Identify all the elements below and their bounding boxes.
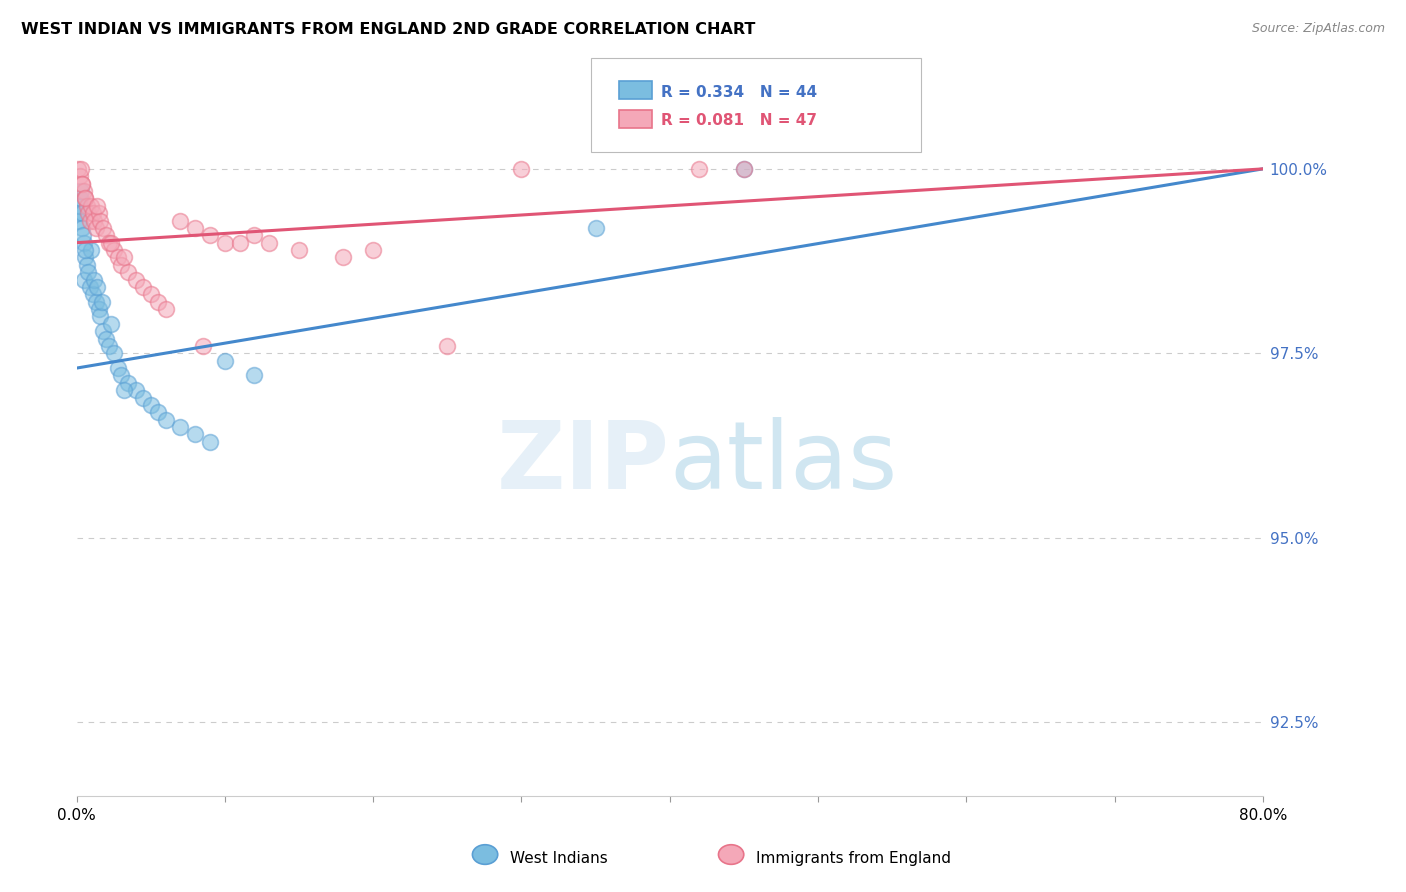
Point — [125, 383, 148, 397]
Point — [107, 361, 129, 376]
Text: R = 0.334   N = 44: R = 0.334 N = 44 — [661, 85, 817, 100]
Point — [91, 324, 114, 338]
Point — [76, 258, 98, 272]
Point — [146, 294, 169, 309]
Point — [73, 191, 96, 205]
Point — [228, 235, 250, 250]
Point — [733, 161, 755, 176]
Point — [75, 251, 97, 265]
Point — [70, 161, 93, 176]
Point — [72, 221, 94, 235]
Point — [146, 405, 169, 419]
Point — [67, 213, 90, 227]
Point — [76, 199, 98, 213]
Point — [67, 161, 90, 176]
Point — [86, 280, 108, 294]
Point — [98, 339, 121, 353]
Text: Immigrants from England: Immigrants from England — [756, 852, 952, 866]
Point — [103, 243, 125, 257]
Point — [117, 376, 139, 390]
Point — [89, 213, 111, 227]
Point — [84, 221, 107, 235]
Point — [243, 228, 266, 243]
Point — [198, 228, 221, 243]
Point — [117, 265, 139, 279]
Point — [70, 177, 93, 191]
Text: WEST INDIAN VS IMMIGRANTS FROM ENGLAND 2ND GRADE CORRELATION CHART: WEST INDIAN VS IMMIGRANTS FROM ENGLAND 2… — [21, 22, 755, 37]
Point — [80, 199, 103, 213]
Point — [98, 235, 121, 250]
Point — [103, 346, 125, 360]
Point — [332, 251, 354, 265]
Point — [70, 184, 93, 198]
Point — [73, 235, 96, 250]
Point — [510, 161, 533, 176]
Point — [96, 228, 118, 243]
Point — [436, 339, 458, 353]
Point — [79, 280, 101, 294]
Point — [155, 413, 177, 427]
Point — [72, 228, 94, 243]
Text: R = 0.081   N = 47: R = 0.081 N = 47 — [661, 113, 817, 128]
Point — [75, 191, 97, 205]
Text: atlas: atlas — [669, 417, 898, 509]
Point — [733, 161, 755, 176]
Point — [87, 206, 110, 220]
Point — [73, 184, 96, 198]
Point — [77, 206, 100, 220]
Point — [87, 301, 110, 316]
Point — [72, 177, 94, 191]
Point — [259, 235, 281, 250]
Point — [84, 294, 107, 309]
Point — [155, 301, 177, 316]
Point — [86, 199, 108, 213]
Point — [688, 161, 710, 176]
Point — [214, 353, 236, 368]
Point — [82, 206, 104, 220]
Point — [69, 199, 91, 213]
Point — [67, 206, 90, 220]
Point — [89, 310, 111, 324]
Point — [83, 213, 105, 227]
Text: West Indians: West Indians — [510, 852, 609, 866]
Point — [139, 287, 162, 301]
Point — [585, 221, 607, 235]
Point — [132, 280, 155, 294]
Point — [361, 243, 384, 257]
Point — [169, 213, 191, 227]
Point — [70, 206, 93, 220]
Point — [112, 251, 135, 265]
Point — [125, 272, 148, 286]
Point — [112, 383, 135, 397]
Point — [100, 317, 122, 331]
Point — [243, 368, 266, 383]
Point — [96, 332, 118, 346]
Point — [73, 243, 96, 257]
Point — [169, 420, 191, 434]
Text: ZIP: ZIP — [496, 417, 669, 509]
Point — [184, 221, 207, 235]
Point — [82, 287, 104, 301]
Point — [139, 398, 162, 412]
Point — [288, 243, 311, 257]
Point — [80, 243, 103, 257]
Point — [110, 368, 132, 383]
Point — [214, 235, 236, 250]
Point — [132, 391, 155, 405]
Point — [79, 213, 101, 227]
Point — [191, 339, 214, 353]
Point — [100, 235, 122, 250]
Point — [77, 265, 100, 279]
Point — [69, 169, 91, 184]
Point — [73, 272, 96, 286]
Point — [184, 427, 207, 442]
Point — [91, 221, 114, 235]
Text: Source: ZipAtlas.com: Source: ZipAtlas.com — [1251, 22, 1385, 36]
Point — [90, 294, 112, 309]
Point — [69, 191, 91, 205]
Point — [110, 258, 132, 272]
Point — [107, 251, 129, 265]
Point — [83, 272, 105, 286]
Point — [198, 434, 221, 449]
